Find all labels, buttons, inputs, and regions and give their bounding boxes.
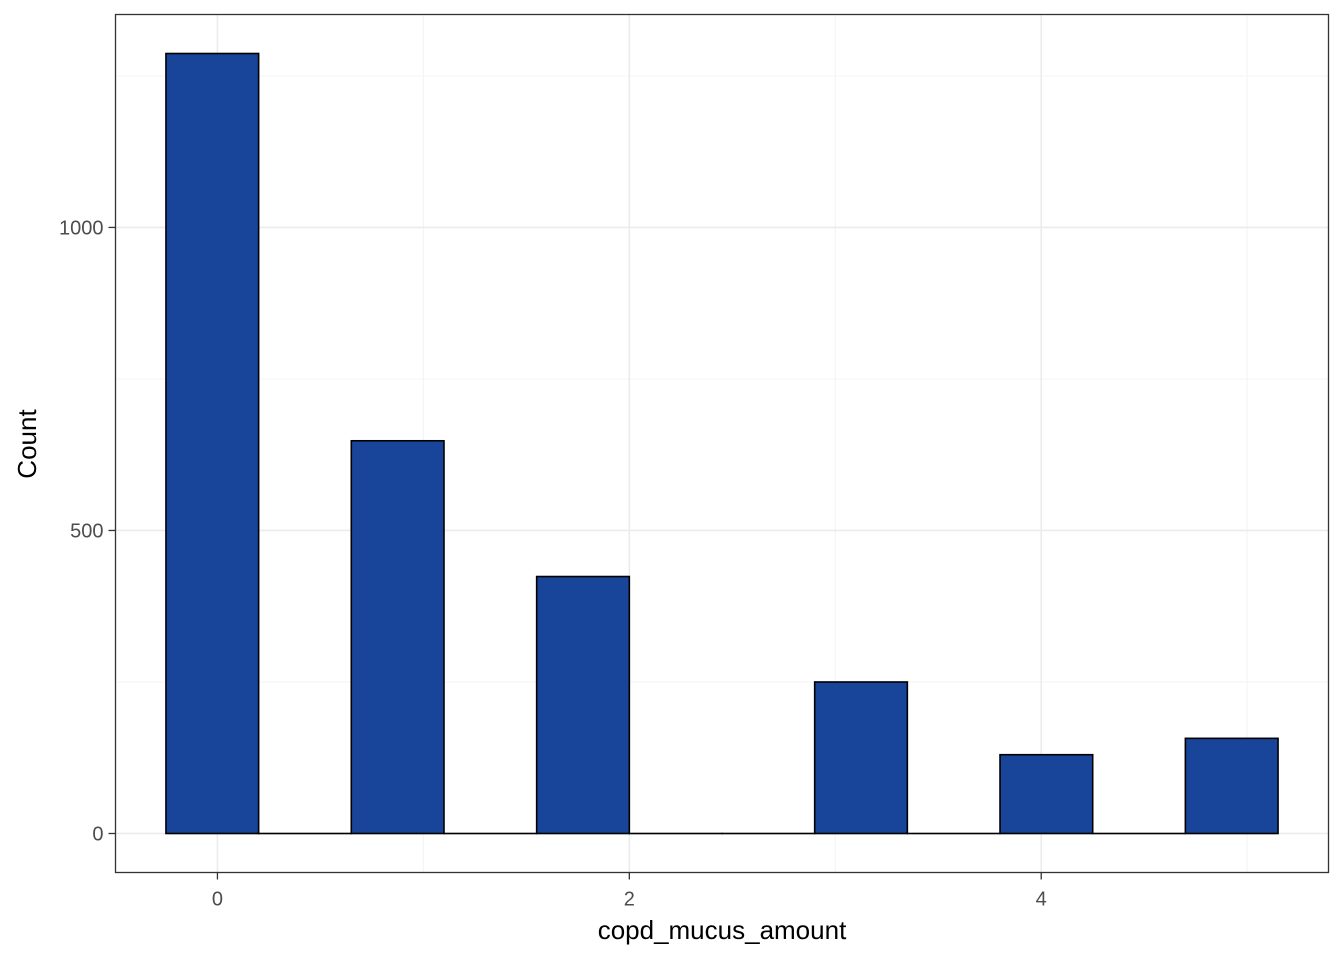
y-tick-label: 1000 [59, 217, 104, 239]
histogram-bar-2 [351, 441, 444, 834]
y-axis-title: Count [12, 409, 42, 479]
y-tick-label: 0 [92, 824, 103, 846]
x-tick-label: 2 [624, 889, 635, 911]
x-tick-label: 0 [212, 889, 223, 911]
x-axis-title: copd_mucus_amount [598, 915, 847, 945]
y-tick-label: 500 [70, 520, 103, 542]
histogram-bar-11 [1185, 738, 1278, 833]
histogram-bar-7 [815, 682, 908, 834]
histogram-bar-9 [1000, 755, 1093, 834]
histogram-bar-4 [537, 577, 630, 834]
histogram-bar-0 [166, 54, 259, 834]
x-tick-label: 4 [1036, 889, 1047, 911]
